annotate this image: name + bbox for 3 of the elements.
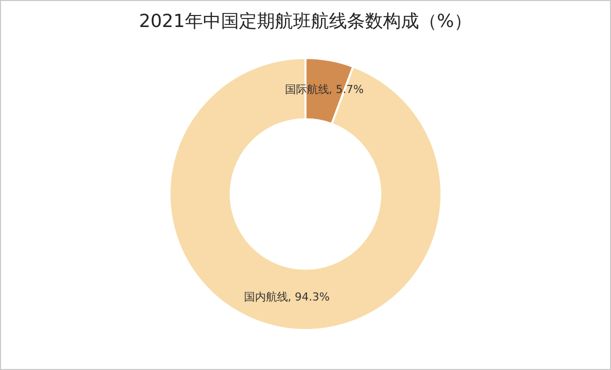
slice-label: 国际航线, 5.7% — [284, 83, 364, 96]
chart-title: 2021年中国定期航班航线条数构成（%） — [138, 10, 473, 33]
slice-label: 国内航线, 94.3% — [244, 290, 330, 304]
